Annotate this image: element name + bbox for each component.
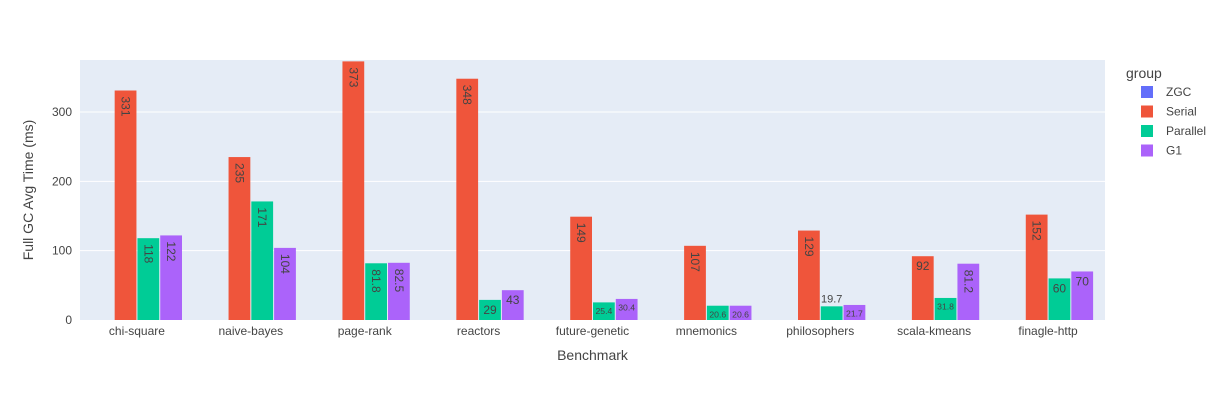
bar-parallel[interactable] [479,299,501,320]
y-tick-label: 300 [52,105,72,119]
legend-item-parallel[interactable]: Parallel [1141,124,1206,138]
bar-label: 43 [506,293,520,307]
bar-label: 25.4 [595,306,612,316]
x-tick-label: mnemonics [676,324,737,338]
legend-item-serial[interactable]: Serial [1141,105,1197,119]
grid-lines [80,111,1105,252]
bar-label: 129 [802,237,816,257]
bar-g1[interactable] [957,263,980,320]
bar-serial[interactable] [1025,214,1048,320]
legend-swatch [1141,86,1153,98]
bar-serial[interactable] [911,256,934,320]
bar-label: 20.6 [709,309,726,319]
x-tick-label: chi-square [109,324,165,338]
bar-label: 104 [278,254,292,274]
bar-label: 171 [255,207,269,227]
bar-label: 331 [119,97,133,117]
bar-serial[interactable] [342,61,365,321]
bar-label: 30.4 [618,303,635,313]
bar-parallel[interactable] [820,306,843,320]
x-tick-label: philosophers [786,324,854,338]
legend-label: Parallel [1166,124,1206,138]
legend[interactable]: group ZGC Serial Parallel G1 [1126,65,1206,158]
legend-item-g1[interactable]: G1 [1141,144,1182,158]
bar-serial[interactable] [114,90,137,320]
bar-g1[interactable] [615,298,638,320]
x-tick-label: finagle-http [1018,324,1078,338]
bar-label: 92 [916,259,930,273]
bar-serial[interactable] [570,216,592,320]
bar-g1[interactable] [729,305,752,320]
bar-g1[interactable] [501,290,524,320]
legend-swatch [1141,125,1153,137]
y-axis-title: Full GC Avg Time (ms) [20,120,36,261]
bar-label: 149 [574,223,588,243]
legend-label: Serial [1166,105,1197,119]
bar-label: 107 [688,252,702,272]
bar-serial[interactable] [684,245,706,320]
y-tick-label: 200 [52,174,72,188]
bar-label: 235 [232,163,246,183]
bar-parallel[interactable] [251,201,274,320]
y-tick-label: 0 [65,313,72,327]
legend-label: ZGC [1166,85,1192,99]
bar-g1[interactable] [274,247,296,320]
plot-background [80,60,1105,320]
bar-label: 82.5 [392,269,406,293]
legend-label: G1 [1166,144,1182,158]
bar-parallel[interactable] [706,305,729,320]
x-tick-labels: chi-square naive-bayes page-rank reactors fu… [109,324,1078,338]
bar-label: 152 [1030,221,1044,241]
bar-label: 81.8 [369,269,383,293]
bar-parallel[interactable] [137,238,160,320]
bar-label: 29 [483,303,497,317]
bar-label: 20.6 [732,309,749,319]
bar-label: 373 [346,67,360,87]
bar-label: 348 [460,85,474,105]
bar-parallel[interactable] [1048,278,1071,320]
bar-serial[interactable] [456,78,479,320]
bar-label: 31.8 [937,302,954,312]
bars [114,61,1094,321]
bar-g1[interactable] [1071,271,1094,320]
bar-label: 122 [164,241,178,261]
bar-parallel[interactable] [934,297,957,320]
bar-parallel[interactable] [593,302,615,320]
legend-title: group [1126,65,1162,81]
bar-labels: 331 235 373 348 149 107 129 92 152 118 171 81.8 29 25… [119,67,1090,319]
bar-serial[interactable] [228,157,251,320]
bar-label: 21.7 [846,309,863,319]
x-tick-label: scala-kmeans [897,324,971,338]
legend-item-zgc[interactable]: ZGC [1141,85,1192,99]
x-tick-label: future-genetic [556,324,629,338]
y-tick-labels: 0 100 200 300 [52,105,72,327]
x-tick-label: naive-bayes [218,324,283,338]
bar-g1[interactable] [160,235,182,320]
bar-g1[interactable] [388,262,410,320]
x-tick-label: reactors [457,324,500,338]
bar-parallel[interactable] [365,263,387,320]
bar-g1[interactable] [843,304,866,320]
bar-label: 60 [1053,281,1067,295]
legend-swatch [1141,105,1153,118]
bar-label: 70 [1076,274,1090,288]
bar-label: 81.2 [961,270,975,294]
bar-label: 19.7 [821,293,842,305]
y-tick-label: 100 [52,244,72,258]
bar-serial[interactable] [798,230,820,320]
x-tick-label: page-rank [338,324,393,338]
x-axis-title: Benchmark [557,347,629,363]
bar-label: 118 [141,244,155,263]
legend-swatch [1141,144,1153,157]
